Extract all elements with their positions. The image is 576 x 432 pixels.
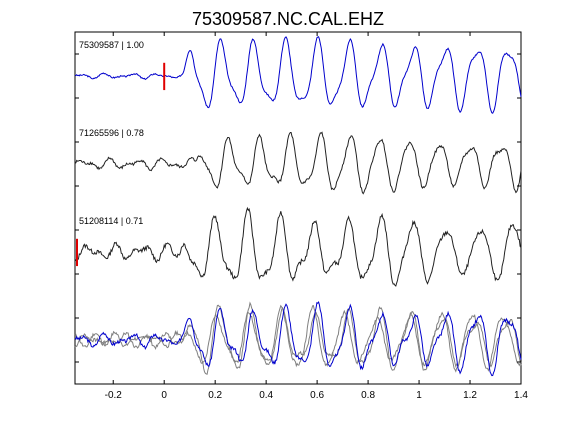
x-tick-label: 1.4 <box>514 390 528 401</box>
trace-label-2: 71265596 | 0.78 <box>79 128 144 138</box>
stack-trace-line-1 <box>74 301 522 375</box>
x-tick-label: 0.2 <box>208 390 222 401</box>
trace-line-2 <box>74 131 522 195</box>
x-tick-label: 0.8 <box>361 390 375 401</box>
x-tick-label: 1 <box>416 390 422 401</box>
traces-group: 75309587 | 1.00 71265596 | 0.78 51208114 |… <box>74 36 522 377</box>
y-axis <box>75 53 521 363</box>
trace-line-1 <box>74 36 522 114</box>
stack-trace-line-2 <box>74 304 522 373</box>
chart-title: 75309587.NC.CAL.EHZ <box>192 9 384 29</box>
trace-label-3: 51208114 | 0.71 <box>79 216 143 226</box>
stack-trace-line-3 <box>74 301 522 377</box>
trace-line-3 <box>74 206 522 287</box>
plot-frame <box>74 31 522 385</box>
x-tick-label: 0.4 <box>259 390 273 401</box>
x-axis: -0.2 0 0.2 0.4 0.6 0.8 1 1.2 1.4 <box>105 32 528 401</box>
x-tick-label: 0 <box>161 390 167 401</box>
x-tick-label: 0.6 <box>310 390 324 401</box>
x-tick-label: 1.2 <box>463 390 477 401</box>
x-tick-label: -0.2 <box>105 390 123 401</box>
trace-label-1: 75309587 | 1.00 <box>79 40 144 50</box>
